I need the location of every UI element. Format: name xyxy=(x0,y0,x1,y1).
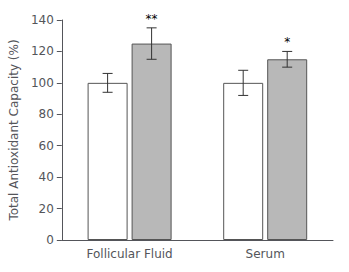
svg-text:40: 40 xyxy=(39,170,54,184)
svg-text:0: 0 xyxy=(46,233,54,247)
svg-text:*: * xyxy=(284,35,290,49)
svg-text:**: ** xyxy=(146,12,158,26)
svg-text:Serum: Serum xyxy=(246,247,285,261)
svg-text:140: 140 xyxy=(31,13,54,27)
svg-text:20: 20 xyxy=(39,202,54,216)
svg-text:Total Antioxidant Capacity (%): Total Antioxidant Capacity (%) xyxy=(7,39,21,221)
svg-text:Follicular Fluid: Follicular Fluid xyxy=(86,247,172,261)
svg-text:80: 80 xyxy=(39,107,54,121)
svg-text:120: 120 xyxy=(31,44,54,58)
svg-text:60: 60 xyxy=(39,139,54,153)
svg-text:100: 100 xyxy=(31,76,54,90)
